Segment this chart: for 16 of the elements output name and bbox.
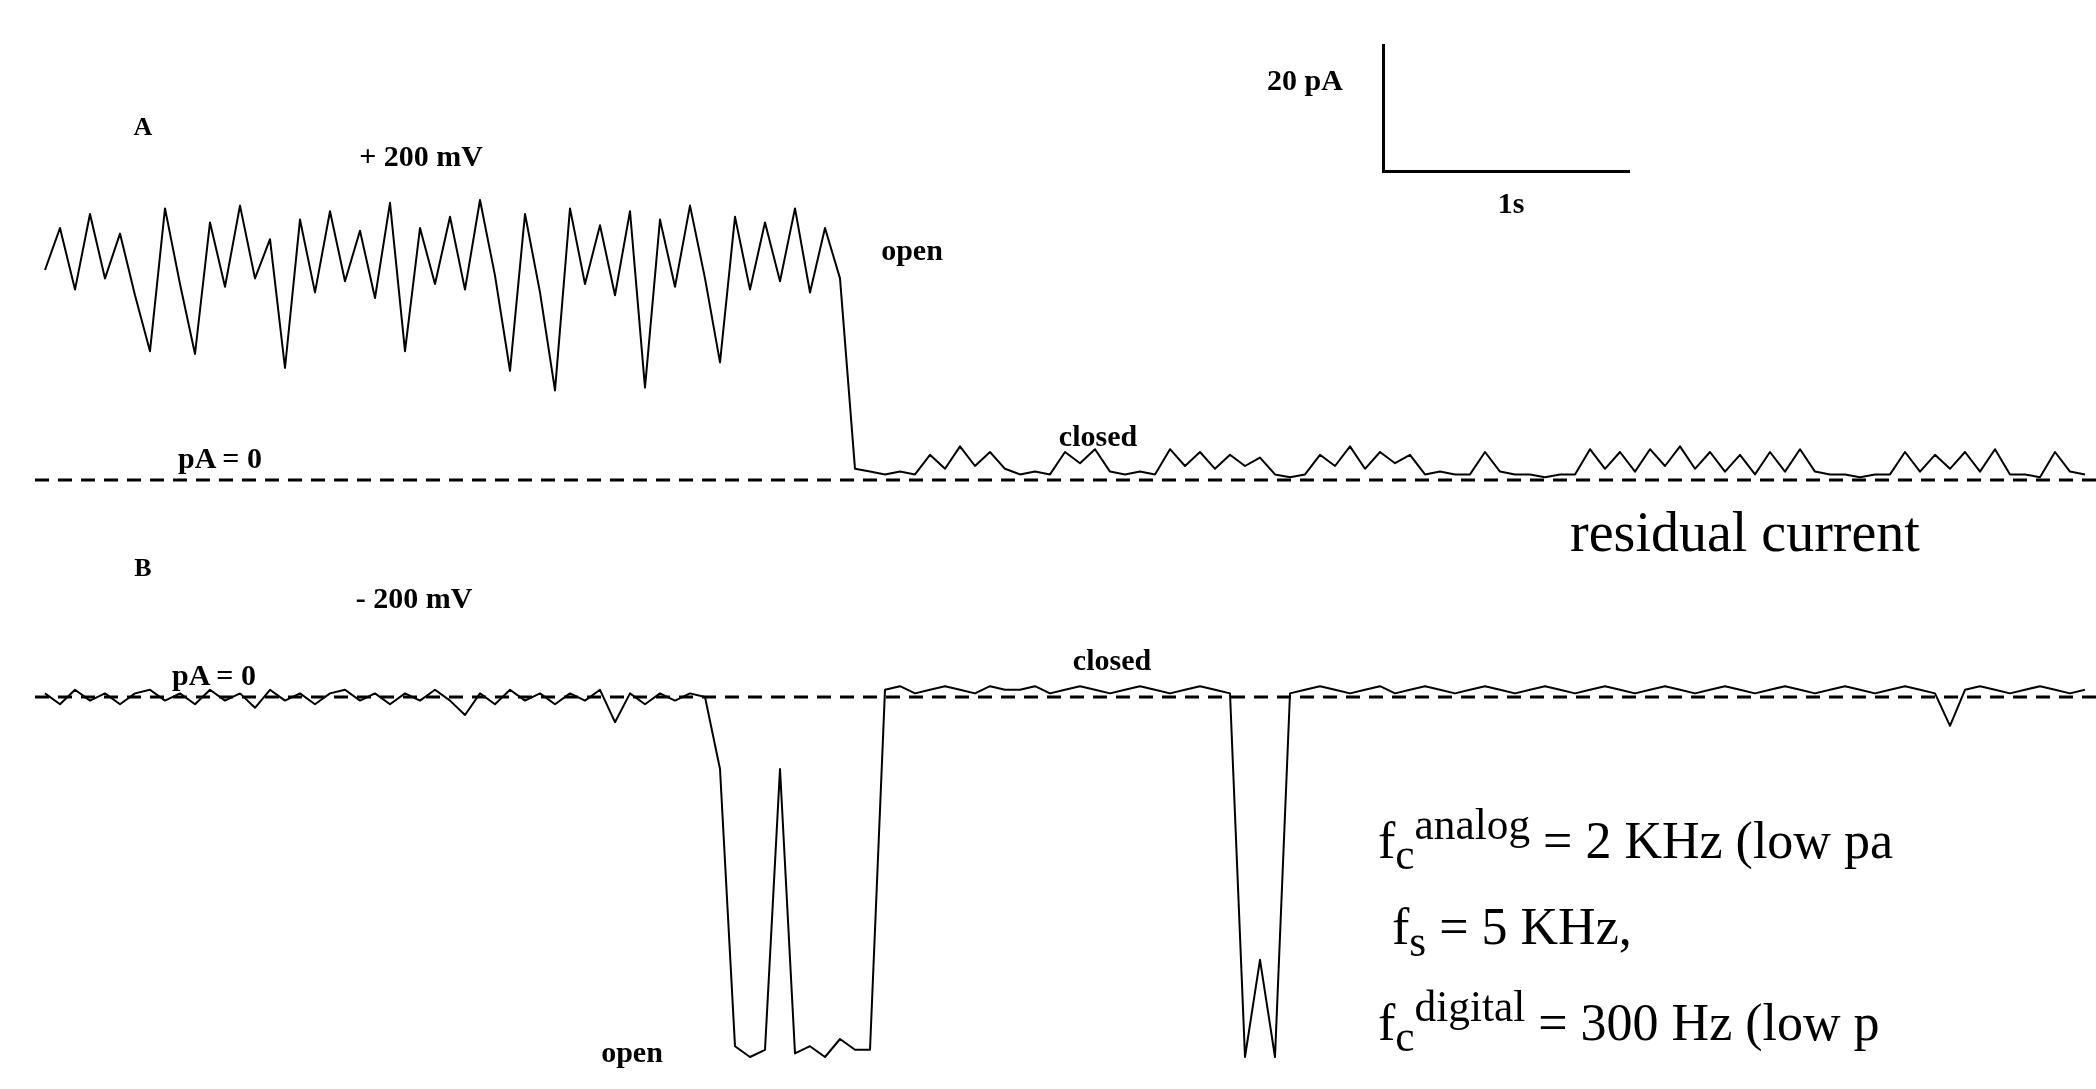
- annotation: f$_{c}$$^{digital}$ = 300 Hz (low p: [1378, 982, 1880, 1061]
- annotation: open: [601, 1035, 663, 1068]
- chart-subtitle: - 200 mV: [355, 581, 473, 614]
- ref-line-label: pA = 0: [172, 658, 256, 691]
- text: 20 pA: [1267, 63, 1343, 96]
- annotation: open: [881, 233, 943, 266]
- annotation: f$_{s}$ = 5 KHz,: [1392, 898, 1632, 965]
- text: closed: [1072, 643, 1152, 676]
- ref-line-label: pA = 0: [178, 441, 262, 474]
- chart-subtitle: + 200 mV: [359, 139, 483, 172]
- annotation: closed: [1058, 419, 1138, 452]
- annotation: f$_{c}$$^{analog}$ = 2 KHz (low pa: [1378, 800, 1893, 879]
- chart-title: B: [134, 553, 152, 582]
- chart-title: A: [133, 112, 153, 141]
- text: residual current: [1570, 501, 1920, 563]
- annotation: 1s: [1497, 186, 1525, 219]
